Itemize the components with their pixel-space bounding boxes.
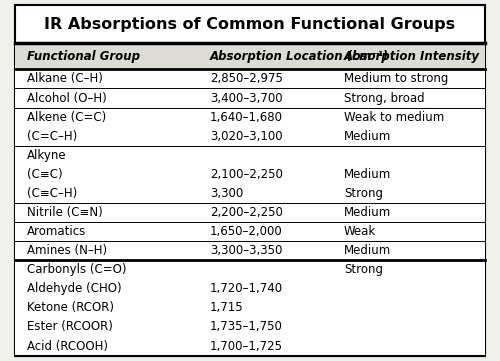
Text: Functional Group: Functional Group	[27, 50, 140, 63]
Text: Ketone (RCOR): Ketone (RCOR)	[27, 301, 114, 314]
Text: Absorption Intensity: Absorption Intensity	[344, 50, 480, 63]
Text: 1,720–1,740: 1,720–1,740	[210, 282, 283, 295]
Text: Strong: Strong	[344, 187, 383, 200]
Text: 2,100–2,250: 2,100–2,250	[210, 168, 283, 181]
Bar	[15, 241, 485, 260]
Text: IR Absorptions of Common Functional Groups: IR Absorptions of Common Functional Grou…	[44, 17, 456, 32]
Text: (C≡C–H): (C≡C–H)	[27, 187, 77, 200]
Bar	[15, 108, 485, 146]
Text: Carbonyls (C=O): Carbonyls (C=O)	[27, 263, 126, 276]
Text: Weak: Weak	[344, 225, 376, 238]
Bar	[15, 88, 485, 108]
Text: Strong, broad: Strong, broad	[344, 92, 424, 105]
Text: 1,650–2,000: 1,650–2,000	[210, 225, 283, 238]
Text: Strong: Strong	[344, 263, 383, 276]
Text: Alkyne: Alkyne	[27, 149, 66, 162]
Text: Acid (RCOOH): Acid (RCOOH)	[27, 340, 108, 353]
Text: 3,300–3,350: 3,300–3,350	[210, 244, 282, 257]
Text: Ester (RCOOR): Ester (RCOOR)	[27, 321, 112, 334]
Text: 2,200–2,250: 2,200–2,250	[210, 206, 283, 219]
Text: Alcohol (O–H): Alcohol (O–H)	[27, 92, 106, 105]
Text: Amines (N–H): Amines (N–H)	[27, 244, 107, 257]
Text: Weak to medium: Weak to medium	[344, 110, 444, 123]
Text: Absorption Location (cm⁻¹): Absorption Location (cm⁻¹)	[210, 50, 389, 63]
Bar	[15, 222, 485, 241]
Text: 3,300: 3,300	[210, 187, 244, 200]
Text: 1,715: 1,715	[210, 301, 244, 314]
Text: Nitrile (C≡N): Nitrile (C≡N)	[27, 206, 102, 219]
Text: Medium: Medium	[344, 244, 391, 257]
Text: 1,735–1,750: 1,735–1,750	[210, 321, 283, 334]
Text: Aldehyde (CHO): Aldehyde (CHO)	[27, 282, 122, 295]
Bar	[15, 260, 485, 356]
Text: Medium: Medium	[344, 168, 391, 181]
Text: 1,700–1,725: 1,700–1,725	[210, 340, 283, 353]
Text: (C=C–H): (C=C–H)	[27, 130, 77, 143]
Text: 1,640–1,680: 1,640–1,680	[210, 110, 283, 123]
Text: (C≡C): (C≡C)	[27, 168, 63, 181]
Bar	[15, 69, 485, 88]
Text: Alkene (C=C): Alkene (C=C)	[27, 110, 106, 123]
Text: 3,020–3,100: 3,020–3,100	[210, 130, 282, 143]
Text: 2,850–2,975: 2,850–2,975	[210, 73, 283, 86]
Text: Medium: Medium	[344, 130, 391, 143]
Text: Aromatics: Aromatics	[27, 225, 86, 238]
Bar	[15, 43, 485, 69]
Text: 3,400–3,700: 3,400–3,700	[210, 92, 282, 105]
Bar	[15, 203, 485, 222]
Text: Medium: Medium	[344, 206, 391, 219]
Text: Alkane (C–H): Alkane (C–H)	[27, 73, 102, 86]
Bar	[15, 146, 485, 203]
Text: Medium to strong: Medium to strong	[344, 73, 449, 86]
